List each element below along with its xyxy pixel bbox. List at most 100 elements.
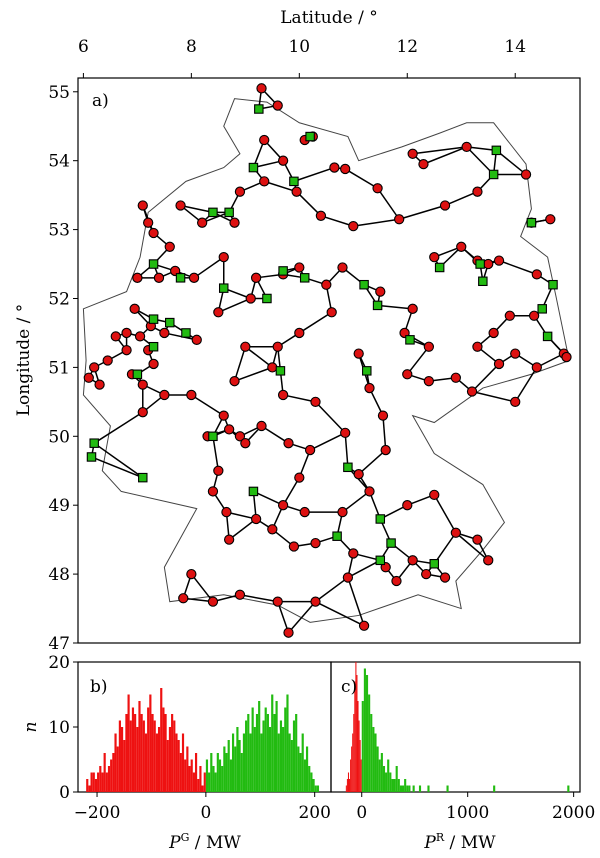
- consumer-node: [250, 272, 262, 283]
- consumer-node: [380, 444, 391, 456]
- histogram-bar: [308, 766, 311, 792]
- map-panel: 6 8 10 12 14 47 48 49 50 51 52 53 54 55 a) Latitude …: [14, 8, 581, 654]
- consumer-node: [110, 331, 121, 342]
- consumer-node: [510, 396, 521, 407]
- consumer-node: [245, 293, 256, 304]
- y-tick-label: 52: [48, 289, 70, 309]
- histogram-bar: [129, 720, 132, 792]
- histogram-bar: [201, 785, 204, 792]
- consumer-node: [348, 548, 359, 559]
- consumer-node: [218, 251, 229, 263]
- transmission-line: [347, 577, 365, 627]
- histogram-bar: [97, 772, 100, 792]
- generator-node: [181, 328, 191, 338]
- transmission-line: [212, 436, 220, 471]
- x-tick-label: 200: [298, 803, 330, 823]
- transmission-line: [412, 146, 467, 155]
- histogram-bar: [264, 707, 267, 792]
- consumer-node: [329, 162, 340, 173]
- histogram-bar: [288, 733, 291, 792]
- generator-node: [375, 555, 386, 566]
- histogram-bar: [249, 733, 252, 792]
- transmission-line: [239, 594, 278, 603]
- histogram-bar: [110, 759, 113, 792]
- transmission-line: [228, 518, 257, 541]
- histogram-bar: [186, 746, 189, 792]
- consumer-node: [94, 379, 105, 390]
- top-axis-label: Latitude / °: [280, 8, 377, 28]
- consumer-node: [561, 351, 572, 363]
- consumer-node: [340, 427, 351, 438]
- x-tick-label: 10: [288, 37, 310, 57]
- transmission-line: [93, 442, 144, 479]
- consumer-node: [310, 537, 321, 549]
- grid-nodes: [83, 83, 572, 638]
- histogram-bar: [147, 707, 150, 792]
- generator-node: [224, 207, 234, 218]
- histogram-bar: [372, 727, 375, 792]
- transmission-line: [320, 215, 354, 227]
- y-tick-label: 51: [48, 358, 70, 378]
- consumer-node: [423, 341, 435, 352]
- consumer-node: [429, 251, 440, 263]
- consumer-node: [439, 200, 451, 211]
- histogram-bar: [171, 714, 174, 792]
- consumer-node: [188, 272, 200, 283]
- consumer-node: [240, 438, 251, 449]
- histogram-bar: [225, 753, 228, 792]
- histogram-bar: [363, 668, 366, 792]
- consumer-node: [121, 327, 132, 339]
- consumer-node: [299, 506, 310, 518]
- consumer-node: [353, 348, 364, 359]
- histogram-bar: [234, 746, 237, 792]
- consumer-node: [472, 186, 483, 197]
- consumer-node: [89, 362, 100, 373]
- consumer-node: [267, 524, 278, 535]
- histogram-bar: [203, 772, 206, 792]
- consumer-node: [234, 431, 246, 442]
- consumer-node: [207, 596, 219, 607]
- consumer-node: [272, 596, 283, 607]
- transmission-line: [287, 601, 317, 634]
- histogram-bar: [418, 785, 422, 792]
- histogram-bar: [427, 785, 430, 792]
- histogram-bar: [389, 772, 392, 792]
- histogram-bar: [88, 785, 91, 792]
- consumer-node: [450, 527, 461, 538]
- histogram-bar: [103, 753, 106, 792]
- histogram-bar: [120, 727, 124, 792]
- histogram-bar: [90, 772, 93, 792]
- transmission-line: [93, 411, 144, 444]
- consumer-node: [121, 345, 132, 356]
- histogram-bar: [446, 785, 449, 792]
- consumer-node: [153, 272, 165, 283]
- histogram-bar: [360, 759, 362, 792]
- histogram-bar: [382, 766, 386, 792]
- histogram-bar: [286, 694, 289, 792]
- y-tick-label: 48: [48, 565, 70, 585]
- histogram-bar: [227, 740, 230, 792]
- consumer-node: [520, 169, 532, 180]
- consumer-node: [240, 341, 251, 352]
- histogram-bar: [86, 779, 89, 792]
- histogram-bar: [192, 772, 195, 792]
- histogram-bar: [194, 753, 198, 792]
- histogram-bar: [168, 727, 172, 792]
- generator-node: [132, 369, 143, 380]
- histogram-reserve-panel: 0 1000 2000 c) PR / MW: [330, 661, 595, 853]
- histogram-bar: [353, 714, 355, 792]
- consumer-node: [466, 386, 478, 397]
- consumer-node: [223, 534, 235, 545]
- consumer-node: [129, 303, 140, 314]
- generator-node: [548, 279, 558, 290]
- histogram-bar: [116, 746, 119, 792]
- transmission-line: [433, 532, 457, 565]
- consumer-node: [391, 575, 402, 587]
- transmission-line: [514, 366, 538, 403]
- panel-c-x-axis-label: PR / MW: [423, 831, 496, 853]
- consumer-node: [102, 355, 113, 366]
- consumer-node: [277, 500, 289, 511]
- generator-node: [165, 317, 175, 328]
- histogram-bar: [406, 785, 409, 792]
